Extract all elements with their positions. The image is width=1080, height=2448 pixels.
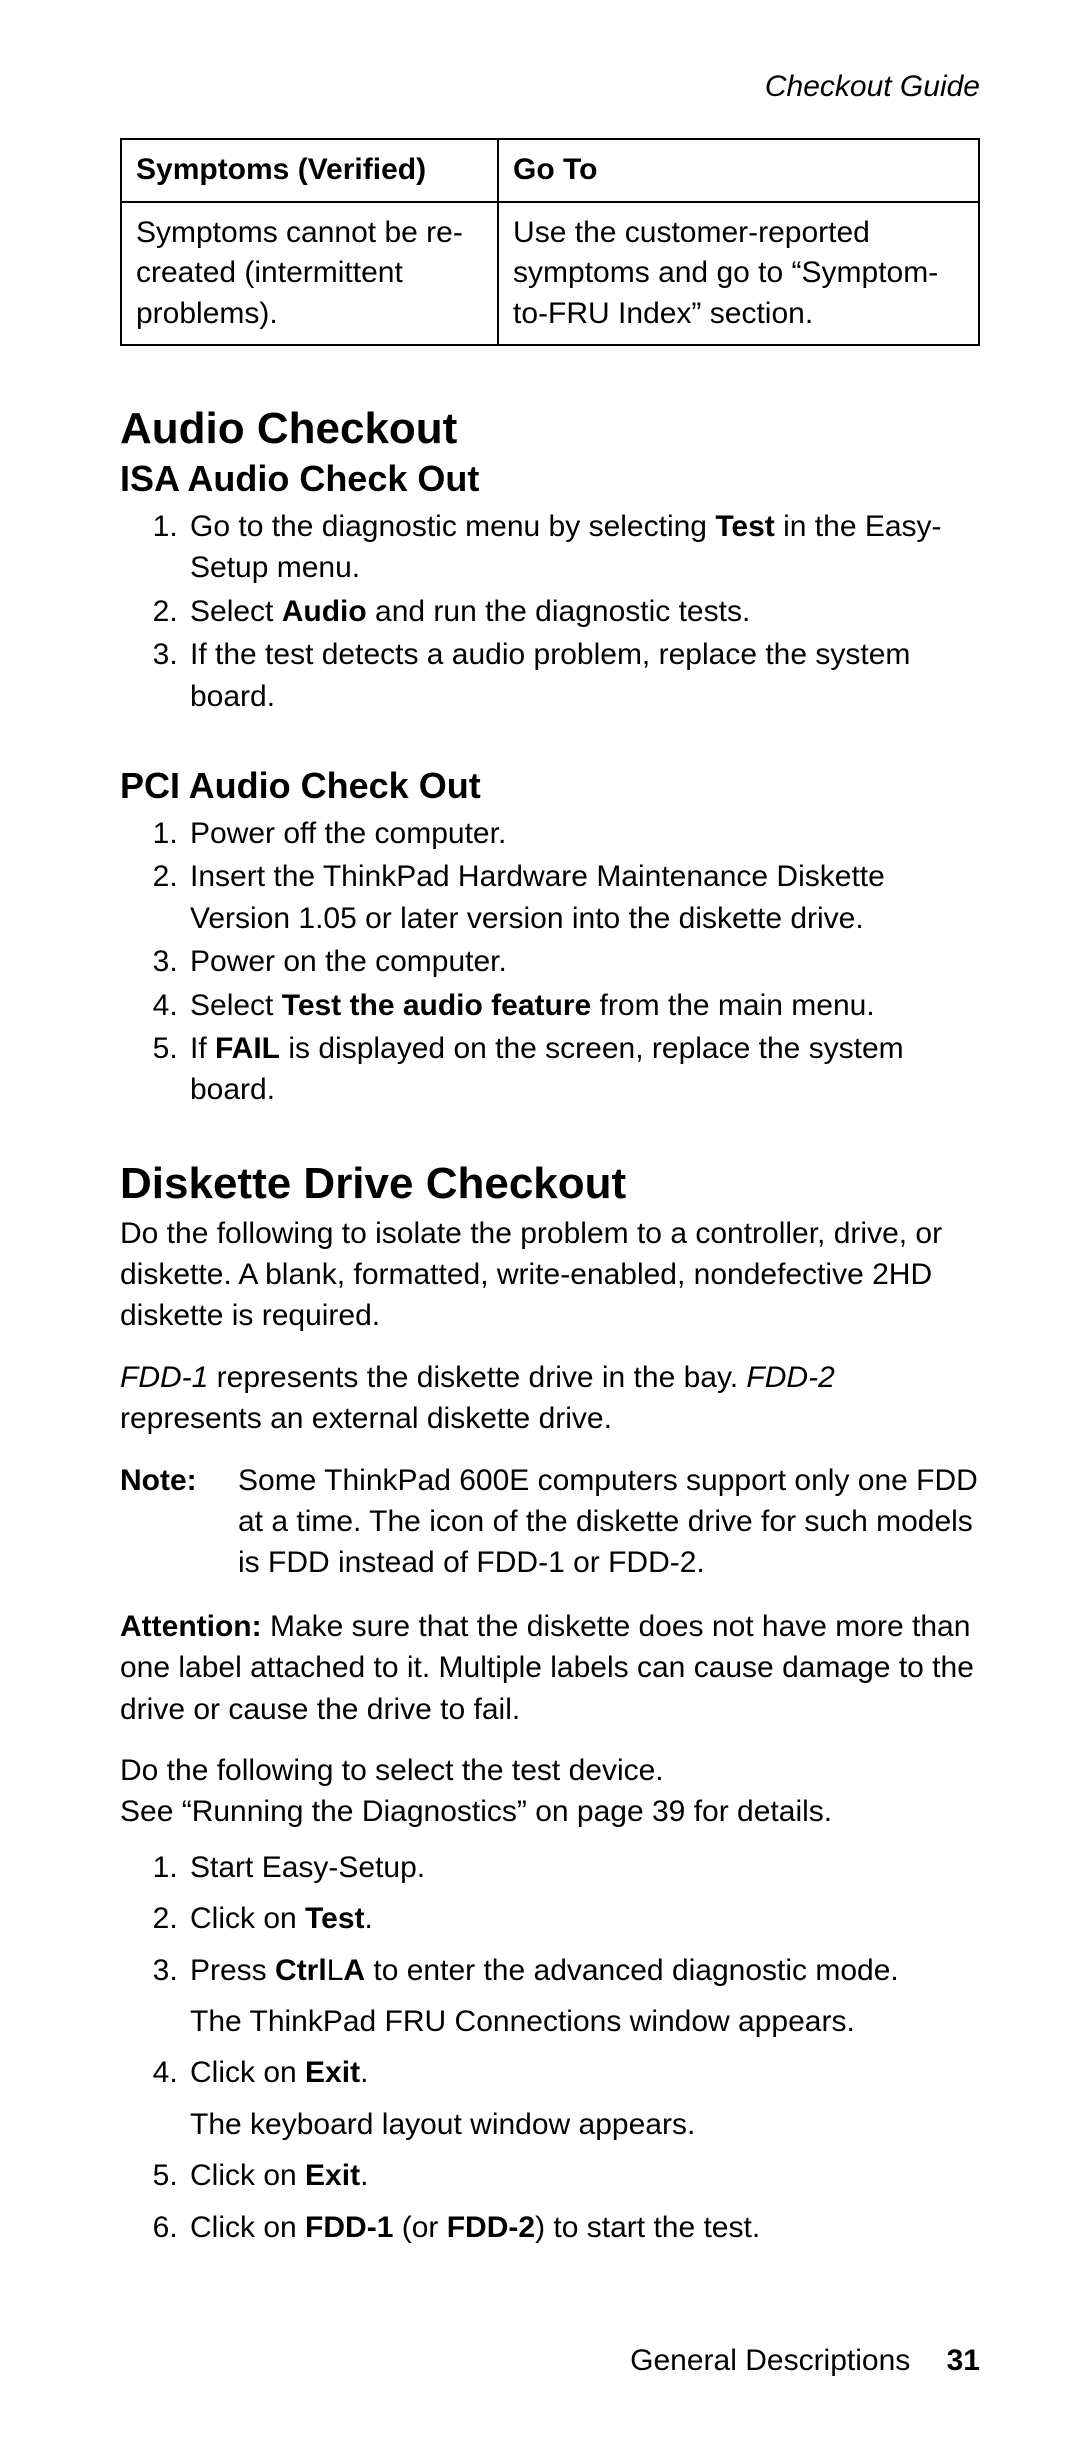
col-symptoms: Symptoms (Verified)	[121, 139, 498, 202]
list-item: Click on Exit.	[186, 2155, 980, 2196]
table-header-row: Symptoms (Verified) Go To	[121, 139, 979, 202]
attention-paragraph: Attention: Make sure that the diskette d…	[120, 1606, 980, 1730]
list-item: If FAIL is displayed on the screen, repl…	[186, 1028, 980, 1111]
list-item: If the test detects a audio problem, rep…	[186, 634, 980, 717]
heading-audio-checkout: Audio Checkout	[120, 404, 980, 454]
list-item: Click on FDD-1 (or FDD-2) to start the t…	[186, 2207, 980, 2248]
list-item: Go to the diagnostic menu by selecting T…	[186, 506, 980, 589]
note-label: Note:	[120, 1460, 238, 1584]
col-goto: Go To	[498, 139, 979, 202]
list-item: Press CtrlLA to enter the advanced diagn…	[186, 1950, 980, 2043]
list-item: Power on the computer.	[186, 941, 980, 982]
list-item: Select Test the audio feature from the m…	[186, 985, 980, 1026]
footer-section: General Descriptions	[630, 2344, 910, 2377]
paragraph: Do the following to isolate the problem …	[120, 1213, 980, 1337]
isa-steps: Go to the diagnostic menu by selecting T…	[120, 506, 980, 717]
note-block: Note: Some ThinkPad 600E computers suppo…	[120, 1460, 980, 1584]
diskette-steps: Start Easy-Setup. Click on Test. Press C…	[120, 1847, 980, 2248]
page: Checkout Guide Symptoms (Verified) Go To…	[0, 0, 1080, 2448]
list-item: Click on Exit. The keyboard layout windo…	[186, 2052, 980, 2145]
heading-diskette-checkout: Diskette Drive Checkout	[120, 1159, 980, 1209]
cell-goto: Use the customer-reported symptoms and g…	[498, 202, 979, 346]
heading-pci-audio: PCI Audio Check Out	[120, 765, 980, 807]
symptoms-table: Symptoms (Verified) Go To Symptoms canno…	[120, 138, 980, 346]
heading-isa-audio: ISA Audio Check Out	[120, 458, 980, 500]
list-item: Power off the computer.	[186, 813, 980, 854]
pci-steps: Power off the computer. Insert the Think…	[120, 813, 980, 1111]
cell-symptoms: Symptoms cannot be re-created (intermitt…	[121, 202, 498, 346]
list-item: Select Audio and run the diagnostic test…	[186, 591, 980, 632]
table-row: Symptoms cannot be re-created (intermitt…	[121, 202, 979, 346]
paragraph: FDD-1 represents the diskette drive in t…	[120, 1357, 980, 1440]
note-text: Some ThinkPad 600E computers support onl…	[238, 1460, 980, 1584]
list-item: Click on Test.	[186, 1898, 980, 1939]
page-header: Checkout Guide	[120, 70, 980, 104]
page-number: 31	[947, 2344, 980, 2377]
page-footer: General Descriptions 31	[630, 2344, 980, 2378]
list-item: Insert the ThinkPad Hardware Maintenance…	[186, 856, 980, 939]
paragraph: Do the following to select the test devi…	[120, 1750, 980, 1833]
list-item: Start Easy-Setup.	[186, 1847, 980, 1888]
